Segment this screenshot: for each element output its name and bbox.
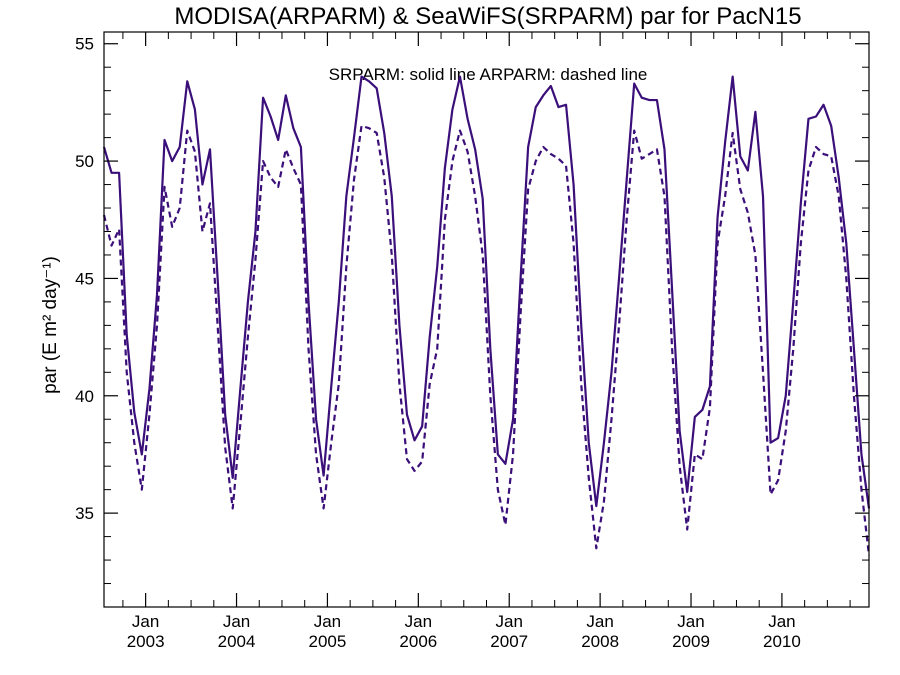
srparm-solid-series-line: [102, 75, 871, 509]
x-tick-month-label: Jan: [132, 612, 159, 631]
x-tick-month-label: Jan: [314, 612, 341, 631]
axes-layer: 3540455055Jan2003Jan2004Jan2005Jan2006Ja…: [75, 31, 870, 651]
x-tick-month-label: Jan: [586, 612, 613, 631]
x-tick-year-label: 2005: [309, 632, 347, 651]
chart-title: MODISA(ARPARM) & SeaWiFS(SRPARM) par for…: [174, 3, 801, 30]
line-style-annotation: SRPARM: solid line ARPARM: dashed line: [329, 65, 648, 84]
x-tick-year-label: 2010: [763, 632, 801, 651]
y-tick-label: 40: [75, 387, 94, 406]
x-tick-year-label: 2007: [490, 632, 528, 651]
x-tick-year-label: 2003: [127, 632, 165, 651]
x-tick-month-label: Jan: [768, 612, 795, 631]
x-tick-month-label: Jan: [496, 612, 523, 631]
x-tick-year-label: 2004: [218, 632, 256, 651]
x-tick-year-label: 2008: [581, 632, 619, 651]
y-tick-label: 35: [75, 504, 94, 523]
x-tick-year-label: 2009: [672, 632, 710, 651]
x-tick-month-label: Jan: [677, 612, 704, 631]
y-tick-label: 50: [75, 152, 94, 171]
y-axis-label: par (E m² day⁻¹): [40, 256, 61, 394]
x-tick-month-label: Jan: [405, 612, 432, 631]
y-tick-label: 45: [75, 269, 94, 288]
arparm-dashed-series-line: [102, 124, 871, 556]
y-tick-label: 55: [75, 35, 94, 54]
x-tick-year-label: 2006: [399, 632, 437, 651]
x-tick-month-label: Jan: [223, 612, 250, 631]
series-layer: [102, 75, 871, 556]
